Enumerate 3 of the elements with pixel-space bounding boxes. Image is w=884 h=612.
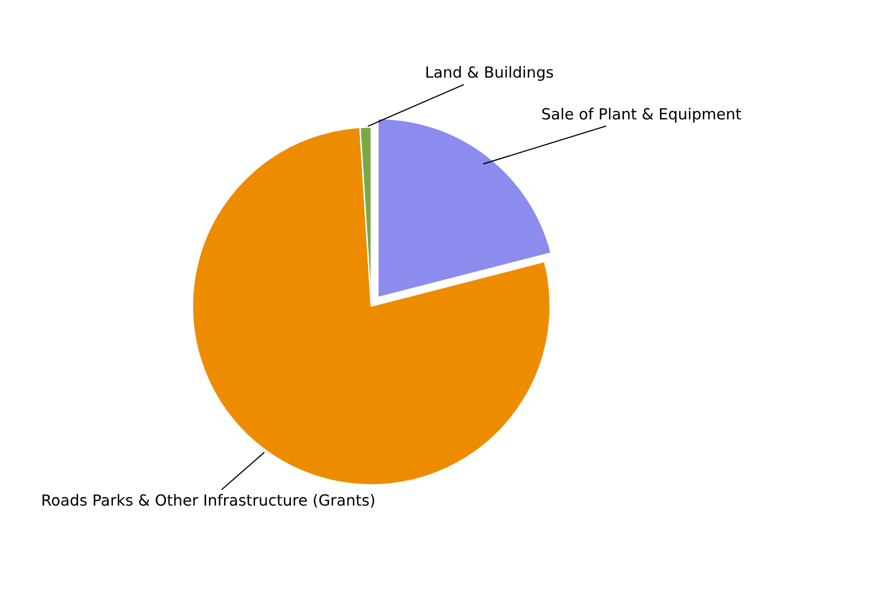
slice-label: Sale of Plant & Equipment [542,108,742,123]
slice-label: Land & Buildings [426,66,554,81]
slice-label: Roads Parks & Other Infrastructure (Grants) [42,494,374,508]
